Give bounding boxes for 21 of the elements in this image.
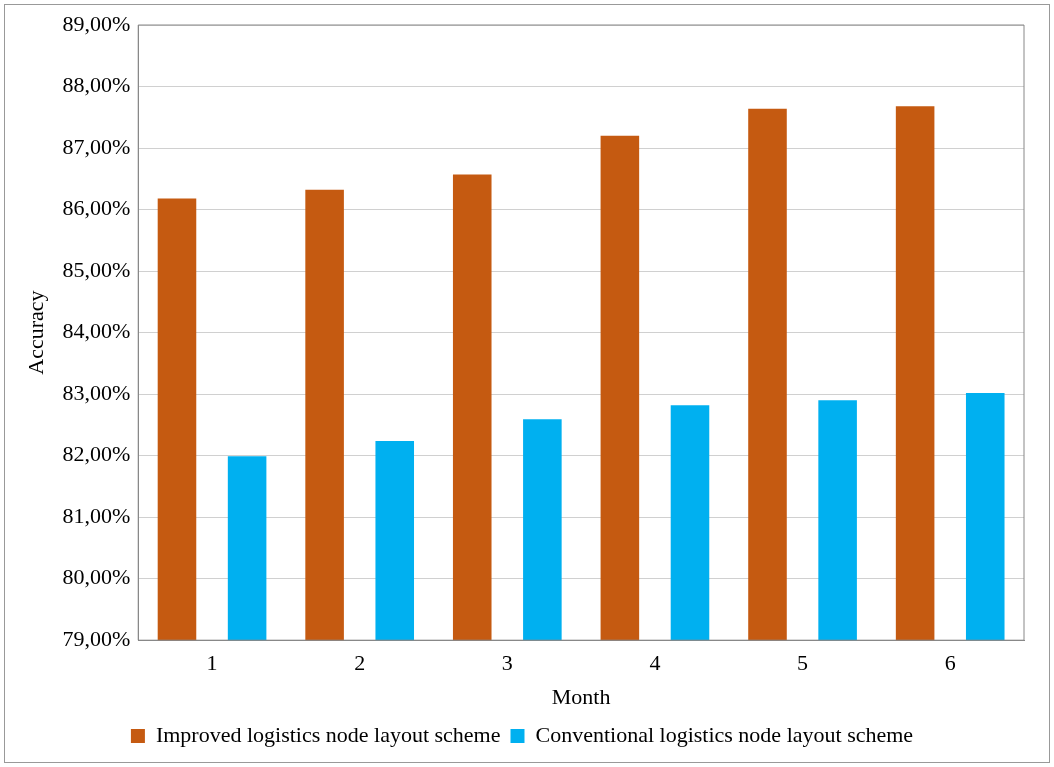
y-tick-label: 86,00% <box>62 195 131 221</box>
y-tick-label: 89,00% <box>62 10 131 36</box>
y-tick-label: 79,00% <box>62 625 131 651</box>
y-tick-label: 84,00% <box>62 318 131 344</box>
x-axis-title: Month <box>551 683 611 709</box>
x-tick-label: 1 <box>206 650 218 676</box>
y-tick-label: 83,00% <box>62 379 131 405</box>
y-tick-label: 81,00% <box>62 502 131 528</box>
x-tick-label: 2 <box>354 650 366 676</box>
x-tick-label: 3 <box>501 650 513 676</box>
y-tick-label: 85,00% <box>62 256 131 282</box>
x-tick-label: 6 <box>944 650 956 676</box>
y-tick-label: 87,00% <box>62 133 131 159</box>
y-axis-title: Accuracy <box>22 290 48 375</box>
x-tick-label: 4 <box>649 650 661 676</box>
x-tick-label: 5 <box>797 650 809 676</box>
legend-label: Improved logistics node layout scheme <box>155 721 501 747</box>
y-tick-label: 82,00% <box>62 441 131 467</box>
y-tick-label: 88,00% <box>62 72 131 98</box>
legend-label: Conventional logistics node layout scheme <box>535 721 914 747</box>
y-tick-label: 80,00% <box>62 564 131 590</box>
